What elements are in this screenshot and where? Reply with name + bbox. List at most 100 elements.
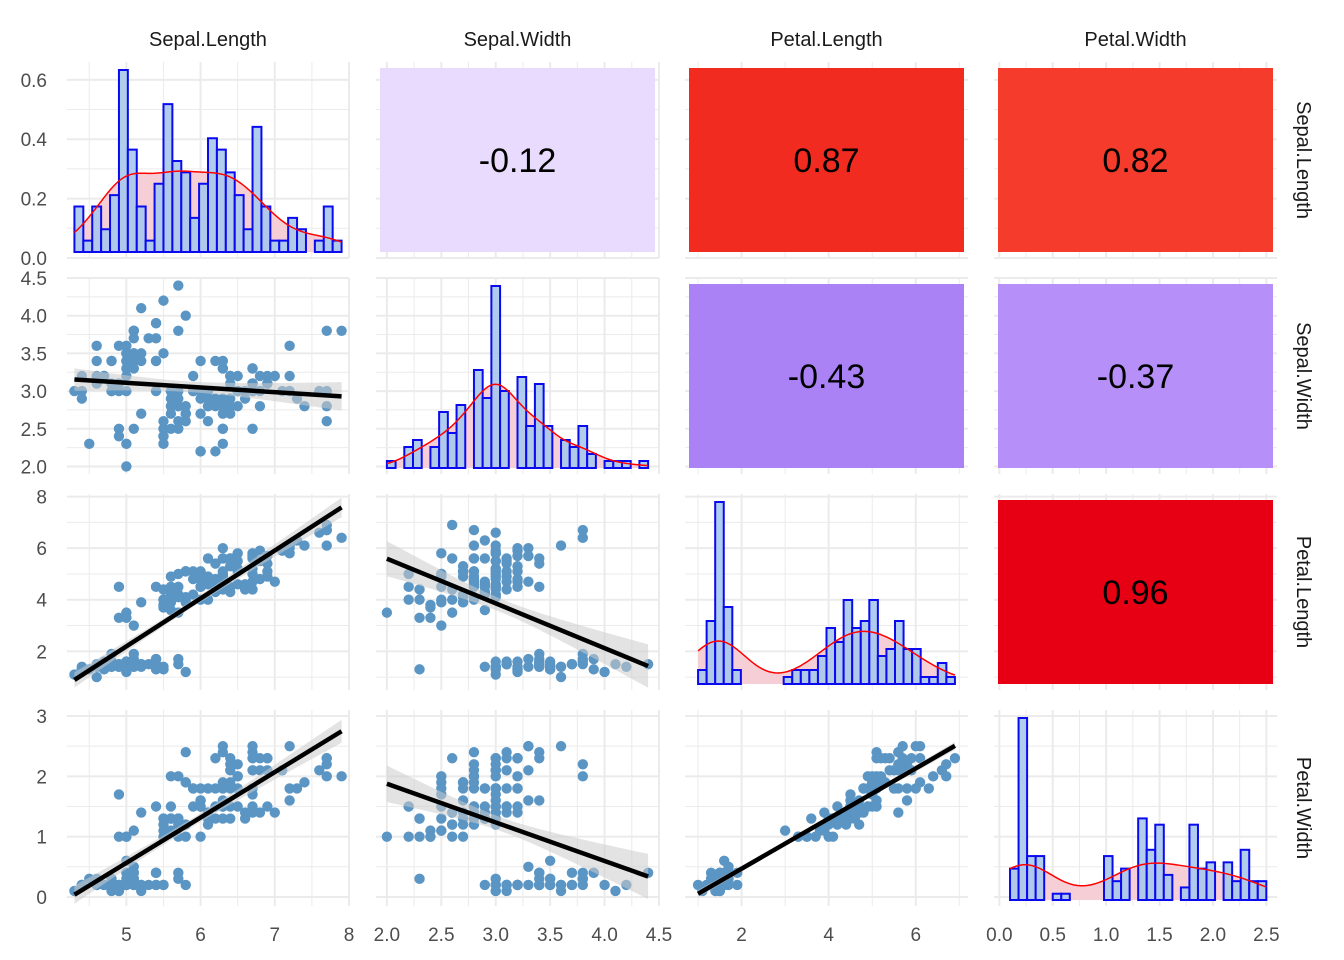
scatter-point xyxy=(217,400,229,412)
scatter-point xyxy=(512,771,523,782)
scatter-point xyxy=(106,355,117,367)
scatter-point xyxy=(128,325,139,336)
histogram-bar xyxy=(586,453,597,469)
y-tick-label: 4 xyxy=(36,591,47,612)
scatter-point xyxy=(128,363,139,374)
y-tick-label: 6 xyxy=(36,539,47,560)
scatter-point xyxy=(468,540,480,551)
scatter-point xyxy=(577,879,589,891)
scatter-point xyxy=(914,740,926,752)
histogram-bar xyxy=(1137,817,1148,902)
scatter-point xyxy=(202,579,214,590)
scatter-point xyxy=(284,783,295,794)
scatter-point xyxy=(113,431,125,442)
scatter-point xyxy=(845,789,856,800)
scatter-point xyxy=(436,548,447,559)
scatter-point xyxy=(165,771,177,782)
histogram-bar xyxy=(242,228,254,253)
scatter-point xyxy=(555,661,567,672)
scatter-point xyxy=(446,594,458,605)
histogram-bar xyxy=(911,648,922,685)
scatter-point xyxy=(436,825,447,836)
y-tick-label: 4.0 xyxy=(21,307,47,328)
scatter-point xyxy=(136,355,147,367)
histogram-bar xyxy=(697,669,708,685)
histogram-bar xyxy=(429,446,441,469)
histogram-bar xyxy=(1196,867,1208,901)
scatter-point xyxy=(425,612,436,623)
scatter-point xyxy=(490,548,501,559)
corr-label: 0.87 xyxy=(793,142,859,180)
scatter-point xyxy=(113,581,125,593)
scatter-point xyxy=(577,656,589,667)
scatter-point xyxy=(247,363,258,374)
scatter-point xyxy=(239,807,251,818)
scatter-point xyxy=(523,740,534,752)
scatter-point xyxy=(269,807,280,818)
scatter-point xyxy=(381,607,393,618)
scatter-point xyxy=(158,584,169,595)
corr-label: -0.12 xyxy=(479,142,557,180)
scatter-point xyxy=(599,879,610,891)
corr-label: -0.43 xyxy=(788,358,866,396)
scatter-point xyxy=(446,831,458,842)
scatter-point xyxy=(158,295,169,306)
scatter-point xyxy=(195,831,206,842)
scatter-point xyxy=(143,879,154,891)
scatter-point xyxy=(180,879,191,891)
scatter-point xyxy=(247,576,258,587)
histogram-bar xyxy=(533,383,545,469)
scatter-point xyxy=(512,581,523,593)
scatter-point xyxy=(91,355,102,367)
panel-1-3: -0.37 xyxy=(994,277,1277,474)
scatter-point xyxy=(121,461,132,472)
histogram-bar xyxy=(1179,886,1191,902)
scatter-point xyxy=(446,553,458,564)
histogram-bar xyxy=(215,148,227,253)
scatter-point xyxy=(210,783,221,794)
histogram-bar xyxy=(859,620,871,685)
scatter-point xyxy=(202,553,214,564)
scatter-point xyxy=(136,348,147,359)
scatter-point xyxy=(173,653,184,665)
scatter-point xyxy=(446,753,458,764)
density-line xyxy=(386,383,649,467)
histogram-bar xyxy=(126,148,138,253)
x-tick-label: 1.5 xyxy=(1146,925,1172,946)
scatter-point xyxy=(225,783,236,794)
scatter-point xyxy=(468,747,480,758)
histogram-bar xyxy=(568,446,580,469)
histogram-bar xyxy=(1231,880,1242,902)
scatter-point xyxy=(284,740,295,752)
histogram-bar xyxy=(1188,823,1199,901)
scatter-point xyxy=(247,584,258,595)
panel-2-2 xyxy=(685,494,968,690)
x-tick-label: 2 xyxy=(736,925,747,946)
scatter-point xyxy=(180,310,191,321)
scatter-point xyxy=(202,400,214,412)
scatter-point xyxy=(180,747,191,758)
scatter-point xyxy=(501,659,512,670)
scatter-point xyxy=(490,795,501,806)
scatter-point xyxy=(217,777,229,788)
scatter-point xyxy=(299,540,310,551)
histogram-bar xyxy=(799,669,811,685)
scatter-point xyxy=(501,584,512,595)
histogram-bar xyxy=(171,160,183,253)
y-tick-label: 2 xyxy=(36,767,47,788)
scatter-point xyxy=(269,370,280,382)
scatter-point xyxy=(262,801,273,812)
scatter-point xyxy=(446,819,458,830)
scatter-point xyxy=(468,759,480,770)
scatter-point xyxy=(150,355,162,367)
scatter-point xyxy=(202,819,214,830)
scatter-point xyxy=(173,591,184,603)
scatter-point xyxy=(128,648,139,660)
scatter-point xyxy=(247,753,258,764)
histogram-bar xyxy=(834,641,845,685)
x-tick-label: 0.0 xyxy=(986,925,1012,946)
scatter-point xyxy=(165,571,177,582)
scatter-point xyxy=(544,855,556,866)
scatter-point xyxy=(210,393,221,404)
scatter-point xyxy=(544,656,556,667)
